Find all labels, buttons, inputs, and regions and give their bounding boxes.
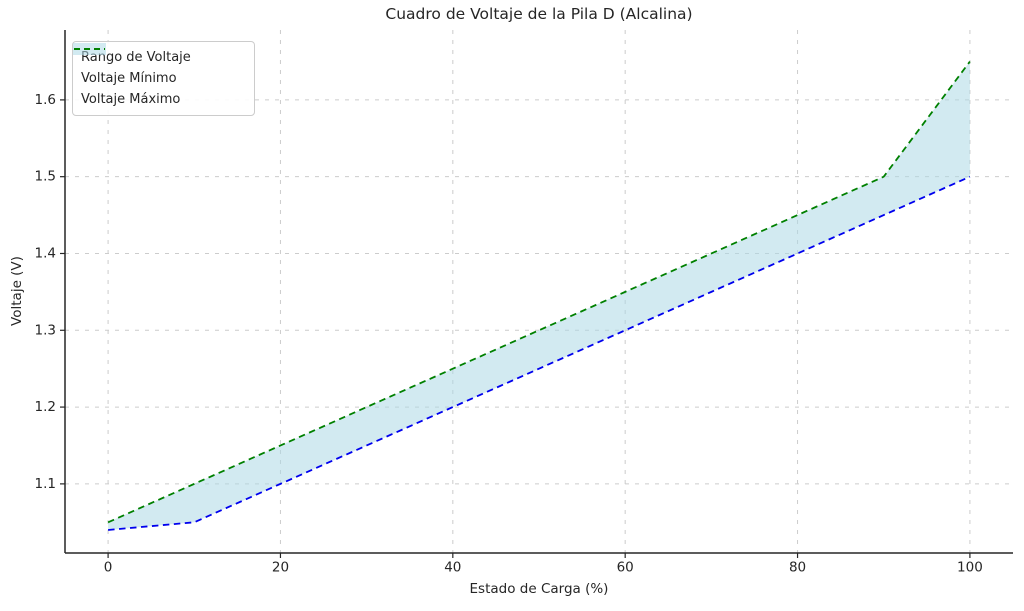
y-tick-label: 1.4 — [35, 245, 56, 261]
legend-label-maximo: Voltaje Máximo — [81, 92, 181, 107]
x-tick-label: 20 — [272, 560, 289, 576]
voltage-range-area — [108, 61, 970, 530]
chart-title: Cuadro de Voltaje de la Pila D (Alcalina… — [385, 5, 693, 23]
y-axis-label: Voltaje (V) — [9, 256, 25, 326]
dashed-line-swatch-icon — [74, 48, 105, 50]
legend-label-minimo: Voltaje Mínimo — [81, 71, 177, 86]
x-axis-label: Estado de Carga (%) — [469, 581, 609, 597]
x-tick-label: 0 — [104, 560, 113, 576]
legend-label-rango: Rango de Voltaje — [81, 50, 191, 65]
y-tick-label: 1.6 — [35, 92, 56, 108]
x-tick-label: 60 — [617, 560, 634, 576]
x-tick-label: 80 — [789, 560, 806, 576]
y-tick-label: 1.2 — [35, 399, 56, 415]
voltaje-maximo-line — [107, 60, 971, 524]
legend-item-voltaje-minimo: Voltaje Mínimo — [74, 48, 244, 87]
y-tick-label: 1.5 — [35, 169, 56, 185]
x-tick-label: 40 — [444, 560, 461, 576]
legend: Rango de Voltaje Voltaje Mínimo Voltaje … — [72, 41, 255, 116]
x-tick-label: 100 — [957, 560, 983, 576]
y-tick-label: 1.1 — [35, 476, 56, 492]
legend-item-voltaje-maximo: Voltaje Máximo — [74, 48, 244, 108]
voltaje-minimo-line — [108, 175, 971, 531]
y-tick-label: 1.3 — [35, 322, 56, 338]
